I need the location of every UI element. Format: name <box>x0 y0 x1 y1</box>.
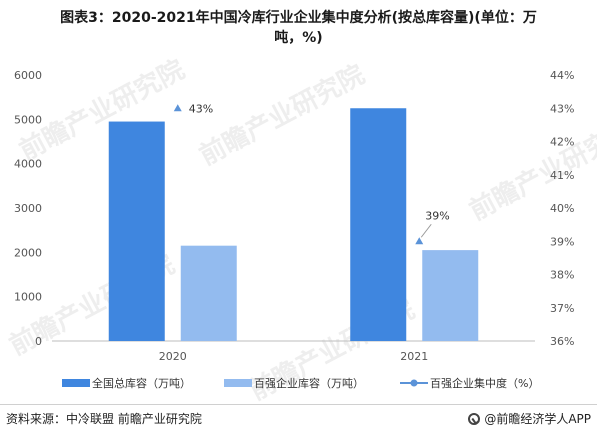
y-tick-right: 43% <box>550 102 574 115</box>
legend-swatch <box>62 379 90 387</box>
source-note: 资料来源：中冷联盟 前瞻产业研究院 <box>6 412 202 426</box>
y-tick-right: 38% <box>550 269 574 282</box>
y-tick-right: 37% <box>550 302 574 315</box>
y-tick-right: 42% <box>550 136 574 149</box>
brand-text: @前瞻经济学人APP <box>484 412 591 426</box>
y-tick-left: 3000 <box>14 202 42 215</box>
brand-mark: @前瞻经济学人APP <box>468 410 591 427</box>
y-tick-left: 0 <box>35 335 42 348</box>
footer-divider <box>0 404 597 405</box>
bar-total-capacity <box>108 121 165 341</box>
legend-swatch-marker <box>410 379 418 387</box>
concentration-point <box>173 104 182 112</box>
legend-label: 百强企业集中度（%） <box>430 376 539 390</box>
chart-title-line2: 吨，%) <box>274 30 323 46</box>
bar-top100-capacity <box>180 245 237 341</box>
legend-label: 百强企业库容（万吨） <box>254 376 364 390</box>
y-tick-right: 39% <box>550 235 574 248</box>
x-tick-label: 2021 <box>400 350 428 363</box>
y-tick-left: 5000 <box>14 113 42 126</box>
y-tick-left: 6000 <box>14 69 42 82</box>
bar-total-capacity <box>350 108 407 341</box>
concentration-leader <box>420 223 432 238</box>
concentration-label: 43% <box>189 102 213 115</box>
chart-title: 图表3：2020-2021年中国冷库行业企业集中度分析(按总库容量)(单位：万 … <box>0 8 597 48</box>
concentration-point <box>415 237 424 245</box>
y-tick-right: 44% <box>550 69 574 82</box>
y-tick-left: 1000 <box>14 291 42 304</box>
concentration-label: 39% <box>425 209 449 222</box>
x-tick-label: 2020 <box>159 350 187 363</box>
bar-top100-capacity <box>422 250 479 341</box>
y-tick-left: 2000 <box>14 246 42 259</box>
y-tick-right: 40% <box>550 202 574 215</box>
y-tick-right: 41% <box>550 169 574 182</box>
chart-canvas: 0 1000 2000 3000 4000 5000 6000 36% 37% 38% 39% 40%… <box>14 69 574 390</box>
chart-title-line1: 图表3：2020-2021年中国冷库行业企业集中度分析(按总库容量)(单位：万 <box>60 10 537 26</box>
legend-swatch <box>224 379 252 387</box>
y-tick-left: 4000 <box>14 158 42 171</box>
brand-logo-icon <box>468 412 481 425</box>
y-tick-right: 36% <box>550 335 574 348</box>
legend-label: 全国总库容（万吨） <box>92 376 191 390</box>
